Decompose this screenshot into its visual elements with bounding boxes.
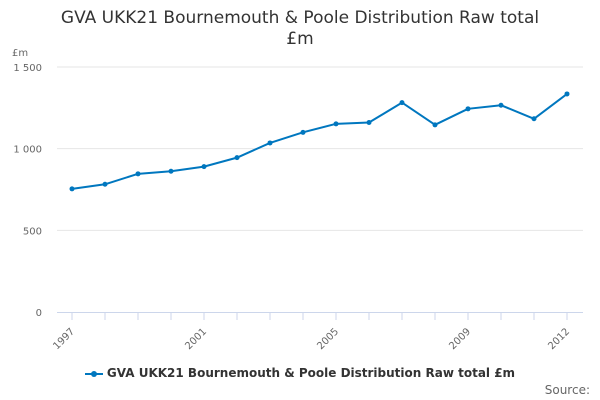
- y-tick-label: 1 000: [13, 145, 42, 156]
- x-tick-label: 2001: [183, 326, 209, 352]
- data-point-2011: [531, 116, 537, 122]
- chart-title: GVA UKK21 Bournemouth & Poole Distributi…: [0, 8, 600, 50]
- x-tick-label: 2009: [447, 326, 473, 352]
- x-tick-label: 2012: [546, 326, 572, 352]
- y-tick-label: 0: [36, 308, 42, 319]
- data-point-1998: [102, 181, 108, 187]
- data-point-2003: [267, 140, 273, 146]
- data-point-2005: [333, 121, 339, 127]
- legend-label: GVA UKK21 Bournemouth & Poole Distributi…: [106, 366, 516, 380]
- data-point-2000: [168, 168, 174, 174]
- legend-swatch-icon: [84, 370, 103, 377]
- source-label: Source:: [544, 383, 590, 397]
- y-tick-label: 1 500: [13, 63, 42, 74]
- title-line-1: GVA UKK21 Bournemouth & Poole Distributi…: [60, 8, 540, 28]
- data-point-2007: [399, 100, 405, 106]
- x-tick-label: 1997: [51, 326, 77, 352]
- series-line: [71, 93, 568, 190]
- data-point-2012: [564, 91, 570, 97]
- y-tick-label: 500: [23, 226, 42, 237]
- title-line-2: £m: [286, 29, 314, 49]
- data-point-2001: [201, 164, 207, 170]
- legend[interactable]: GVA UKK21 Bournemouth & Poole Distributi…: [0, 366, 600, 380]
- data-point-2008: [432, 122, 438, 128]
- data-point-1999: [135, 171, 141, 177]
- data-point-2010: [498, 102, 504, 108]
- data-point-1997: [69, 186, 75, 192]
- data-point-2009: [465, 106, 471, 112]
- data-point-2004: [300, 129, 306, 135]
- data-point-2002: [234, 155, 240, 161]
- y-axis-label: £m: [12, 48, 28, 59]
- x-tick-label: 2005: [315, 326, 341, 352]
- data-point-2006: [366, 120, 372, 126]
